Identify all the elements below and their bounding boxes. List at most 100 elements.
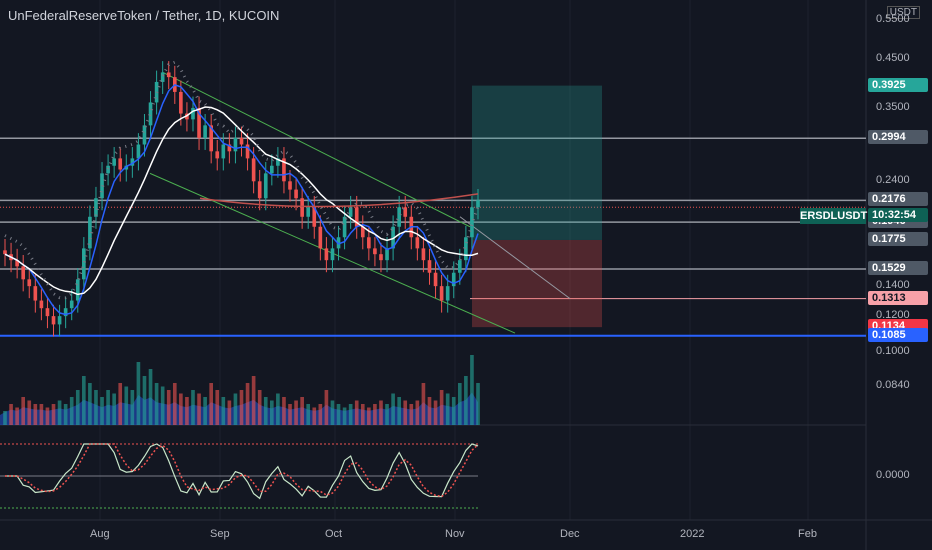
volume-bar (391, 393, 395, 425)
volume-bar (251, 376, 256, 425)
volume-bar (354, 400, 359, 425)
candle-body (45, 308, 50, 317)
candle-body (82, 248, 86, 280)
time-tick-label: Oct (325, 528, 343, 540)
time-tick-label: Sep (210, 528, 230, 540)
candle-body (215, 151, 220, 159)
candle-body (421, 248, 426, 261)
candle-body (51, 316, 56, 325)
volume-bar (385, 404, 389, 425)
candle-body (57, 316, 62, 325)
candle-body (263, 173, 268, 199)
volume-bar (185, 397, 189, 425)
volume-bar (94, 390, 98, 425)
candle-body (294, 189, 298, 199)
candle-body (470, 207, 474, 238)
candle-body (94, 198, 98, 217)
volume-bar (233, 393, 238, 425)
time-tick-label: Dec (560, 528, 580, 540)
price-tick-label: 0.4500 (876, 52, 910, 65)
symbol-title[interactable]: UnFederalReserveToken / Tether, 1D, KUCO… (8, 8, 280, 23)
volume-bar (433, 400, 438, 425)
candle-body (112, 158, 116, 166)
ema-slow-line (4, 106, 479, 296)
candle-body (276, 158, 280, 166)
volume-bar (191, 390, 195, 425)
candle-body (118, 158, 123, 170)
candle-body (148, 102, 153, 126)
candle-body (445, 286, 450, 301)
price-tick-label: 0.1000 (876, 344, 910, 357)
volume-bar (75, 390, 80, 425)
candle-body (476, 200, 480, 208)
candle-body (318, 226, 323, 249)
volume-bar (69, 397, 74, 425)
volume-bar (106, 390, 110, 425)
volume-bar (136, 362, 141, 425)
time-tick-label: Feb (798, 528, 817, 540)
psar-dots (4, 60, 480, 300)
volume-bar (45, 407, 50, 425)
candle-body (160, 72, 165, 82)
candle-body (306, 207, 311, 217)
candle-body (427, 260, 432, 273)
volume-bar (21, 397, 26, 425)
candle-body (136, 144, 141, 159)
volume-bar (312, 407, 317, 425)
candle-body (88, 216, 92, 249)
volume-bar (397, 397, 401, 425)
volume-bar (457, 383, 462, 425)
volume-bar (39, 404, 44, 425)
candle-body (69, 300, 74, 309)
currency-unit[interactable]: USDT (886, 6, 920, 19)
volume-bar (409, 404, 414, 425)
candle-body (415, 237, 420, 249)
volume-bar (239, 390, 244, 425)
candle-body (348, 207, 353, 217)
volume-bar (306, 404, 311, 425)
candle-body (221, 144, 226, 159)
volume-bar (270, 400, 274, 425)
volume-bar (470, 355, 474, 425)
candle-body (251, 158, 256, 182)
volume-bar (330, 400, 335, 425)
candle-body (367, 237, 371, 249)
volume-bar (245, 383, 250, 425)
volume-bar (221, 397, 226, 425)
volume-bar (142, 376, 147, 425)
candle-body (385, 248, 389, 261)
volume-bar (318, 404, 323, 425)
price-tick-label: 0.3500 (876, 100, 910, 113)
volume-bar (336, 404, 341, 425)
candle-body (288, 181, 292, 190)
volume-bar (464, 376, 468, 425)
candle-body (130, 158, 135, 166)
volume-bar (130, 390, 135, 425)
volume-bar (82, 376, 86, 425)
volume-bar (367, 407, 371, 425)
price-badge: 0.2994 (868, 130, 928, 145)
volume-bar (257, 390, 262, 425)
volume-bar (476, 383, 480, 425)
volume-bar (63, 404, 68, 425)
candle-body (342, 216, 347, 238)
time-tick-label: Nov (445, 528, 465, 540)
candle-body (354, 207, 359, 227)
volume-bar (148, 369, 153, 425)
volume-bar (294, 400, 298, 425)
candle-body (403, 207, 408, 217)
volume-bar (209, 383, 213, 425)
candle-body (245, 144, 250, 159)
time-tick-label: Aug (90, 528, 110, 540)
volume-bar (215, 390, 220, 425)
volume-bar (172, 383, 177, 425)
price-badge: 0.3925 (868, 77, 928, 92)
time-tick-label: 2022 (680, 528, 705, 540)
candle-body (124, 165, 129, 170)
price-tick-label: 0.0840 (876, 378, 910, 391)
candle-body (3, 250, 7, 255)
volume-bar (300, 397, 304, 425)
volume-bar (282, 397, 286, 425)
